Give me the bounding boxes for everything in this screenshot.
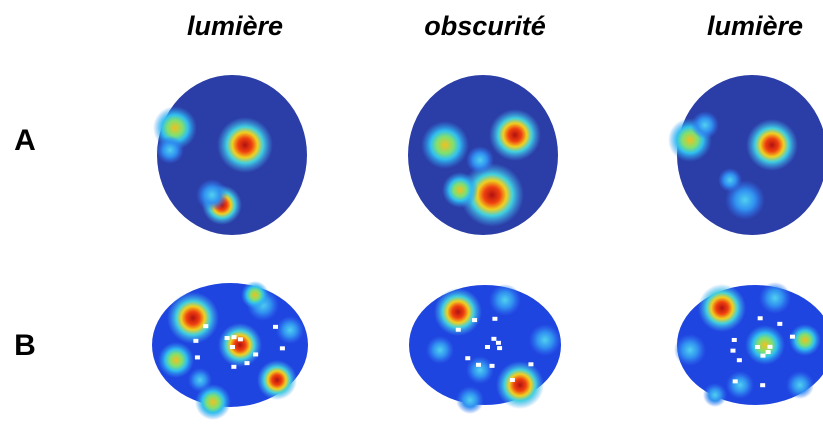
empty-pixel: [491, 336, 497, 341]
heatmap-blob: [460, 163, 524, 227]
empty-pixel: [244, 361, 250, 366]
empty-pixel: [489, 363, 495, 368]
heatmap-blob: [489, 109, 541, 161]
empty-pixel: [760, 353, 766, 358]
heatmap-blob: [195, 384, 231, 420]
empty-pixel: [730, 348, 736, 353]
heatmap-blob: [746, 119, 798, 171]
heatmaps: [152, 75, 823, 420]
empty-pixel: [492, 316, 498, 321]
empty-pixel: [760, 383, 766, 388]
heatmap-blob: [745, 325, 785, 365]
empty-pixel: [757, 316, 763, 321]
empty-pixel: [765, 350, 771, 355]
heatmap-blob: [759, 282, 791, 314]
empty-pixel: [231, 335, 237, 340]
heatmap-blob: [276, 316, 304, 344]
heatmap-blob: [698, 284, 746, 332]
heatmap-blob: [489, 284, 521, 316]
heatmap-blob: [496, 361, 544, 409]
heatmap-blob: [718, 168, 742, 192]
heatmap-blob: [218, 323, 262, 367]
column-title: lumière: [707, 11, 803, 41]
empty-pixel: [273, 324, 279, 329]
heatmap-blob: [217, 117, 273, 173]
heatmap-blob: [188, 368, 212, 392]
empty-pixel: [475, 362, 481, 367]
empty-pixel: [193, 338, 199, 343]
empty-pixel: [203, 324, 209, 329]
heatmap-blob: [158, 342, 194, 378]
empty-pixel: [279, 346, 285, 351]
heatmap-blob: [726, 371, 754, 399]
empty-pixel: [465, 356, 471, 361]
empty-pixel: [495, 340, 501, 345]
empty-pixel: [789, 334, 795, 339]
heatmap-blob: [442, 172, 478, 208]
heatmap-blob: [434, 288, 482, 336]
empty-pixel: [497, 346, 503, 351]
empty-pixel: [472, 318, 478, 323]
column-title: obscurité: [424, 11, 546, 41]
heatmap-blob: [789, 324, 821, 356]
column-title: lumière: [187, 11, 283, 41]
empty-pixel: [485, 345, 490, 349]
empty-pixel: [732, 379, 738, 384]
heatmap-blob: [674, 334, 706, 366]
empty-pixel: [230, 345, 235, 349]
empty-pixel: [736, 358, 742, 363]
heatmap-blob: [421, 121, 469, 169]
empty-pixel: [455, 327, 461, 332]
row-label: A: [14, 124, 36, 157]
row-label: B: [14, 329, 36, 362]
heatmap-blob: [156, 136, 184, 164]
heatmap-blob: [466, 146, 494, 174]
empty-pixel: [731, 337, 737, 342]
empty-pixel: [231, 364, 237, 369]
empty-pixel: [237, 337, 243, 342]
heatmap-blob: [786, 371, 814, 399]
heatmap-blob: [691, 111, 719, 139]
empty-pixel: [253, 352, 259, 357]
heatmap-blob: [466, 356, 494, 384]
heatmap-blob: [703, 383, 727, 407]
heatmap-blob: [529, 324, 561, 356]
heatmap-blob: [426, 336, 454, 364]
empty-pixel: [767, 344, 773, 349]
empty-pixel: [509, 377, 515, 382]
empty-pixel: [528, 362, 534, 367]
empty-pixel: [777, 321, 783, 326]
heatmap-blob: [257, 360, 297, 400]
empty-pixel: [194, 355, 200, 360]
heatmap-blob: [241, 281, 269, 309]
empty-pixel: [755, 345, 760, 349]
heatmap-blob: [456, 386, 484, 414]
heatmap-blob: [167, 292, 219, 344]
empty-pixel: [224, 336, 230, 341]
heatmap-blob: [196, 179, 228, 211]
